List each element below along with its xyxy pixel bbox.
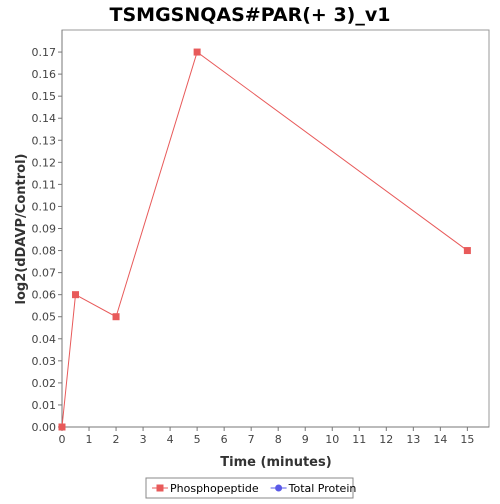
y-tick-label: 0.15 bbox=[32, 90, 57, 103]
x-tick-label: 9 bbox=[302, 433, 309, 446]
x-tick-label: 15 bbox=[460, 433, 474, 446]
legend-marker bbox=[156, 484, 164, 492]
data-point bbox=[193, 48, 201, 56]
x-axis-title: Time (minutes) bbox=[220, 455, 331, 470]
x-tick-label: 5 bbox=[194, 433, 201, 446]
y-tick-label: 0.06 bbox=[32, 289, 57, 302]
plot-area bbox=[61, 29, 490, 428]
series-layer bbox=[58, 48, 471, 431]
y-axis-ticks: 0.00 0.01 0.02 0.03 0.04 0.05 0.06 0.07 0.08 0.09… bbox=[32, 46, 62, 434]
y-tick-label: 0.12 bbox=[32, 156, 57, 169]
legend bbox=[145, 477, 354, 499]
x-tick-label: 3 bbox=[140, 433, 147, 446]
x-tick-label: 13 bbox=[406, 433, 420, 446]
x-tick-label: 10 bbox=[325, 433, 339, 446]
data-point bbox=[112, 313, 120, 321]
legend-marker bbox=[275, 484, 283, 492]
y-tick-label: 0.05 bbox=[32, 311, 57, 324]
x-tick-label: 14 bbox=[433, 433, 447, 446]
x-tick-label: 6 bbox=[221, 433, 228, 446]
y-tick-label: 0.02 bbox=[32, 377, 57, 390]
y-tick-label: 0.01 bbox=[32, 399, 57, 412]
data-point bbox=[58, 423, 66, 431]
x-tick-label: 0 bbox=[59, 433, 66, 446]
x-axis-ticks: 0 1 2 3 4 5 6 7 8 9 10 11 12 13 14 15 bbox=[59, 427, 474, 446]
y-tick-label: 0.11 bbox=[32, 178, 57, 191]
y-tick-label: 0.07 bbox=[32, 267, 57, 280]
y-tick-label: 0.09 bbox=[32, 223, 57, 236]
x-tick-label: 11 bbox=[352, 433, 366, 446]
x-tick-label: 2 bbox=[113, 433, 120, 446]
y-tick-label: 0.13 bbox=[32, 134, 57, 147]
x-tick-label: 7 bbox=[248, 433, 255, 446]
x-tick-label: 8 bbox=[275, 433, 282, 446]
y-tick-label: 0.10 bbox=[32, 200, 57, 213]
y-axis-title: log2(dDAVP/Control) bbox=[14, 154, 29, 305]
legend-items: Phosphopeptide Total Protein bbox=[152, 482, 356, 495]
y-tick-label: 0.04 bbox=[32, 333, 57, 346]
y-tick-label: 0.16 bbox=[32, 68, 57, 81]
x-tick-label: 1 bbox=[86, 433, 93, 446]
y-tick-label: 0.17 bbox=[32, 46, 57, 59]
legend-label: Total Protein bbox=[288, 482, 357, 495]
y-tick-label: 0.08 bbox=[32, 245, 57, 258]
y-tick-label: 0.03 bbox=[32, 355, 57, 368]
x-tick-label: 12 bbox=[379, 433, 393, 446]
data-point bbox=[72, 291, 80, 299]
data-point bbox=[463, 247, 471, 255]
x-tick-label: 4 bbox=[167, 433, 174, 446]
y-tick-label: 0.00 bbox=[32, 421, 57, 434]
chart-title: TSMGSNQAS#PAR(+ 3)_v1 bbox=[110, 4, 391, 26]
y-tick-label: 0.14 bbox=[32, 112, 57, 125]
legend-label: Phosphopeptide bbox=[170, 482, 259, 495]
